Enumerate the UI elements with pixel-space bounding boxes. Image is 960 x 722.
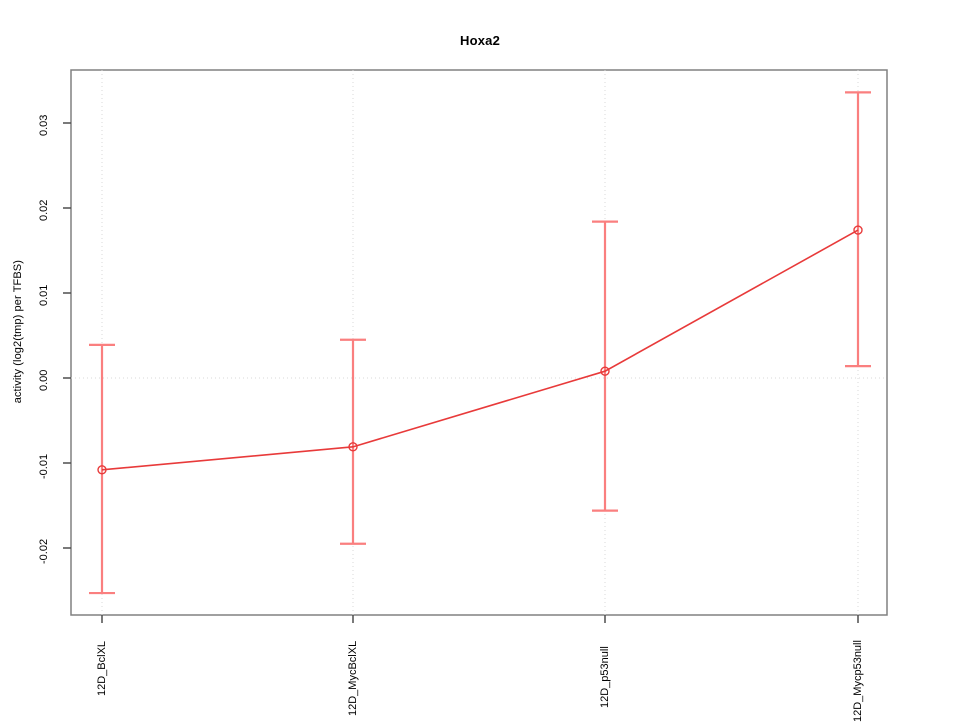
- data-point-marker-0: [97, 465, 107, 475]
- error-bars-group: [89, 91, 871, 595]
- series-line-hoxa2: [101, 229, 859, 471]
- data-point-marker-2: [600, 366, 610, 376]
- data-point-marker-1: [348, 442, 358, 452]
- data-point-marker-3: [853, 225, 863, 235]
- data-point-markers: [97, 225, 863, 475]
- chart-title: Hoxa2: [459, 33, 501, 48]
- plot-box-border: [70, 69, 888, 616]
